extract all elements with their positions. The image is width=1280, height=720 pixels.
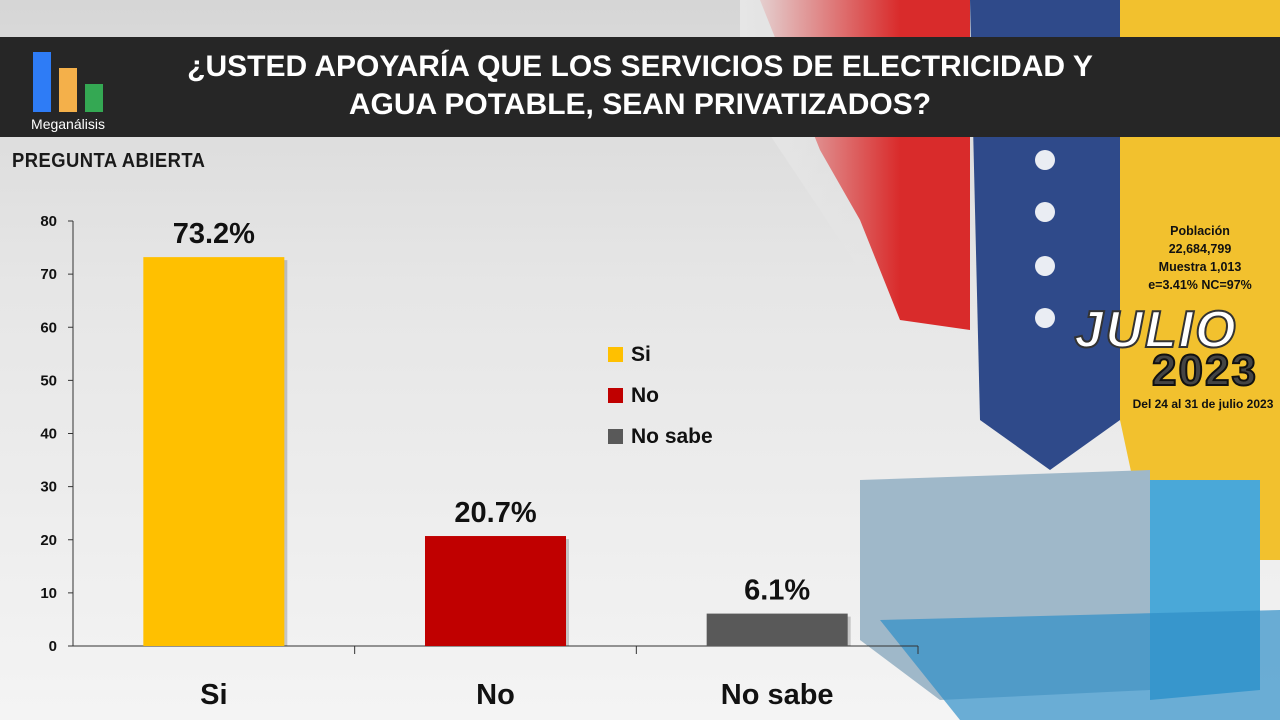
title-line-2: AGUA POTABLE, SEAN PRIVATIZADOS? [348, 88, 932, 121]
data-label: 6.1% [744, 575, 810, 607]
star-icon [1035, 150, 1055, 170]
flag-stars [1035, 150, 1055, 328]
poblacion-label: Población [1170, 224, 1230, 238]
logo-bar-green [85, 84, 103, 112]
legend-swatch-no [608, 388, 623, 403]
legend: Si No No sabe [608, 334, 713, 457]
logo-bars-icon [31, 52, 106, 112]
star-icon [1035, 202, 1055, 222]
chart-title: ¿USTED APOYARÍA QUE LOS SERVICIOS DE ELE… [120, 48, 1160, 124]
star-icon [1035, 308, 1055, 328]
data-label: 20.7% [454, 497, 536, 529]
legend-label-no: No [631, 383, 659, 407]
subtitle: PREGUNTA ABIERTA [12, 150, 206, 172]
legend-swatch-si [608, 347, 623, 362]
star-icon [1035, 256, 1055, 276]
header-bar [0, 37, 1280, 137]
category-label: Si [200, 679, 227, 711]
bar-no [425, 536, 566, 646]
legend-label-si: Si [631, 342, 651, 366]
y-tick-label: 70 [40, 266, 57, 283]
category-label: No [476, 679, 515, 711]
y-tick-label: 80 [40, 213, 57, 230]
y-tick-label: 30 [40, 479, 57, 496]
y-tick-label: 50 [40, 372, 57, 389]
legend-swatch-no-sabe [608, 429, 623, 444]
category-label: No sabe [721, 679, 834, 711]
legend-item-no: No [608, 375, 713, 416]
y-tick-label: 60 [40, 319, 57, 336]
meganalisis-logo: Meganálisis [26, 50, 110, 134]
logo-text: Meganálisis [31, 116, 105, 132]
y-tick-label: 20 [40, 532, 57, 549]
legend-label-no-sabe: No sabe [631, 424, 713, 448]
year-label: 2023 [1151, 345, 1258, 396]
poblacion-value: 22,684,799 [1168, 242, 1232, 256]
flag-yellow-band [1120, 0, 1280, 560]
survey-info: Población 22,684,799 Muestra 1,013 e=3.4… [1140, 222, 1260, 294]
margin-error: e=3.41% NC=97% [1148, 278, 1252, 292]
data-label: 73.2% [173, 218, 255, 250]
month-label: JULIO [1073, 300, 1238, 360]
y-tick-label: 40 [40, 426, 57, 443]
water-splash [880, 610, 1280, 720]
legend-item-no-sabe: No sabe [608, 416, 713, 457]
bar-no-sabe [706, 613, 848, 646]
date-range: Del 24 al 31 de julio 2023 [1132, 397, 1274, 411]
logo-bar-orange [59, 68, 77, 112]
logo-bar-blue [33, 52, 51, 112]
legend-item-si: Si [608, 334, 713, 375]
muestra: Muestra 1,013 [1158, 260, 1242, 274]
y-tick-label: 0 [49, 638, 57, 655]
y-tick-label: 10 [40, 585, 57, 602]
title-line-1: ¿USTED APOYARÍA QUE LOS SERVICIOS DE ELE… [187, 50, 1093, 83]
bar-si [143, 257, 285, 646]
